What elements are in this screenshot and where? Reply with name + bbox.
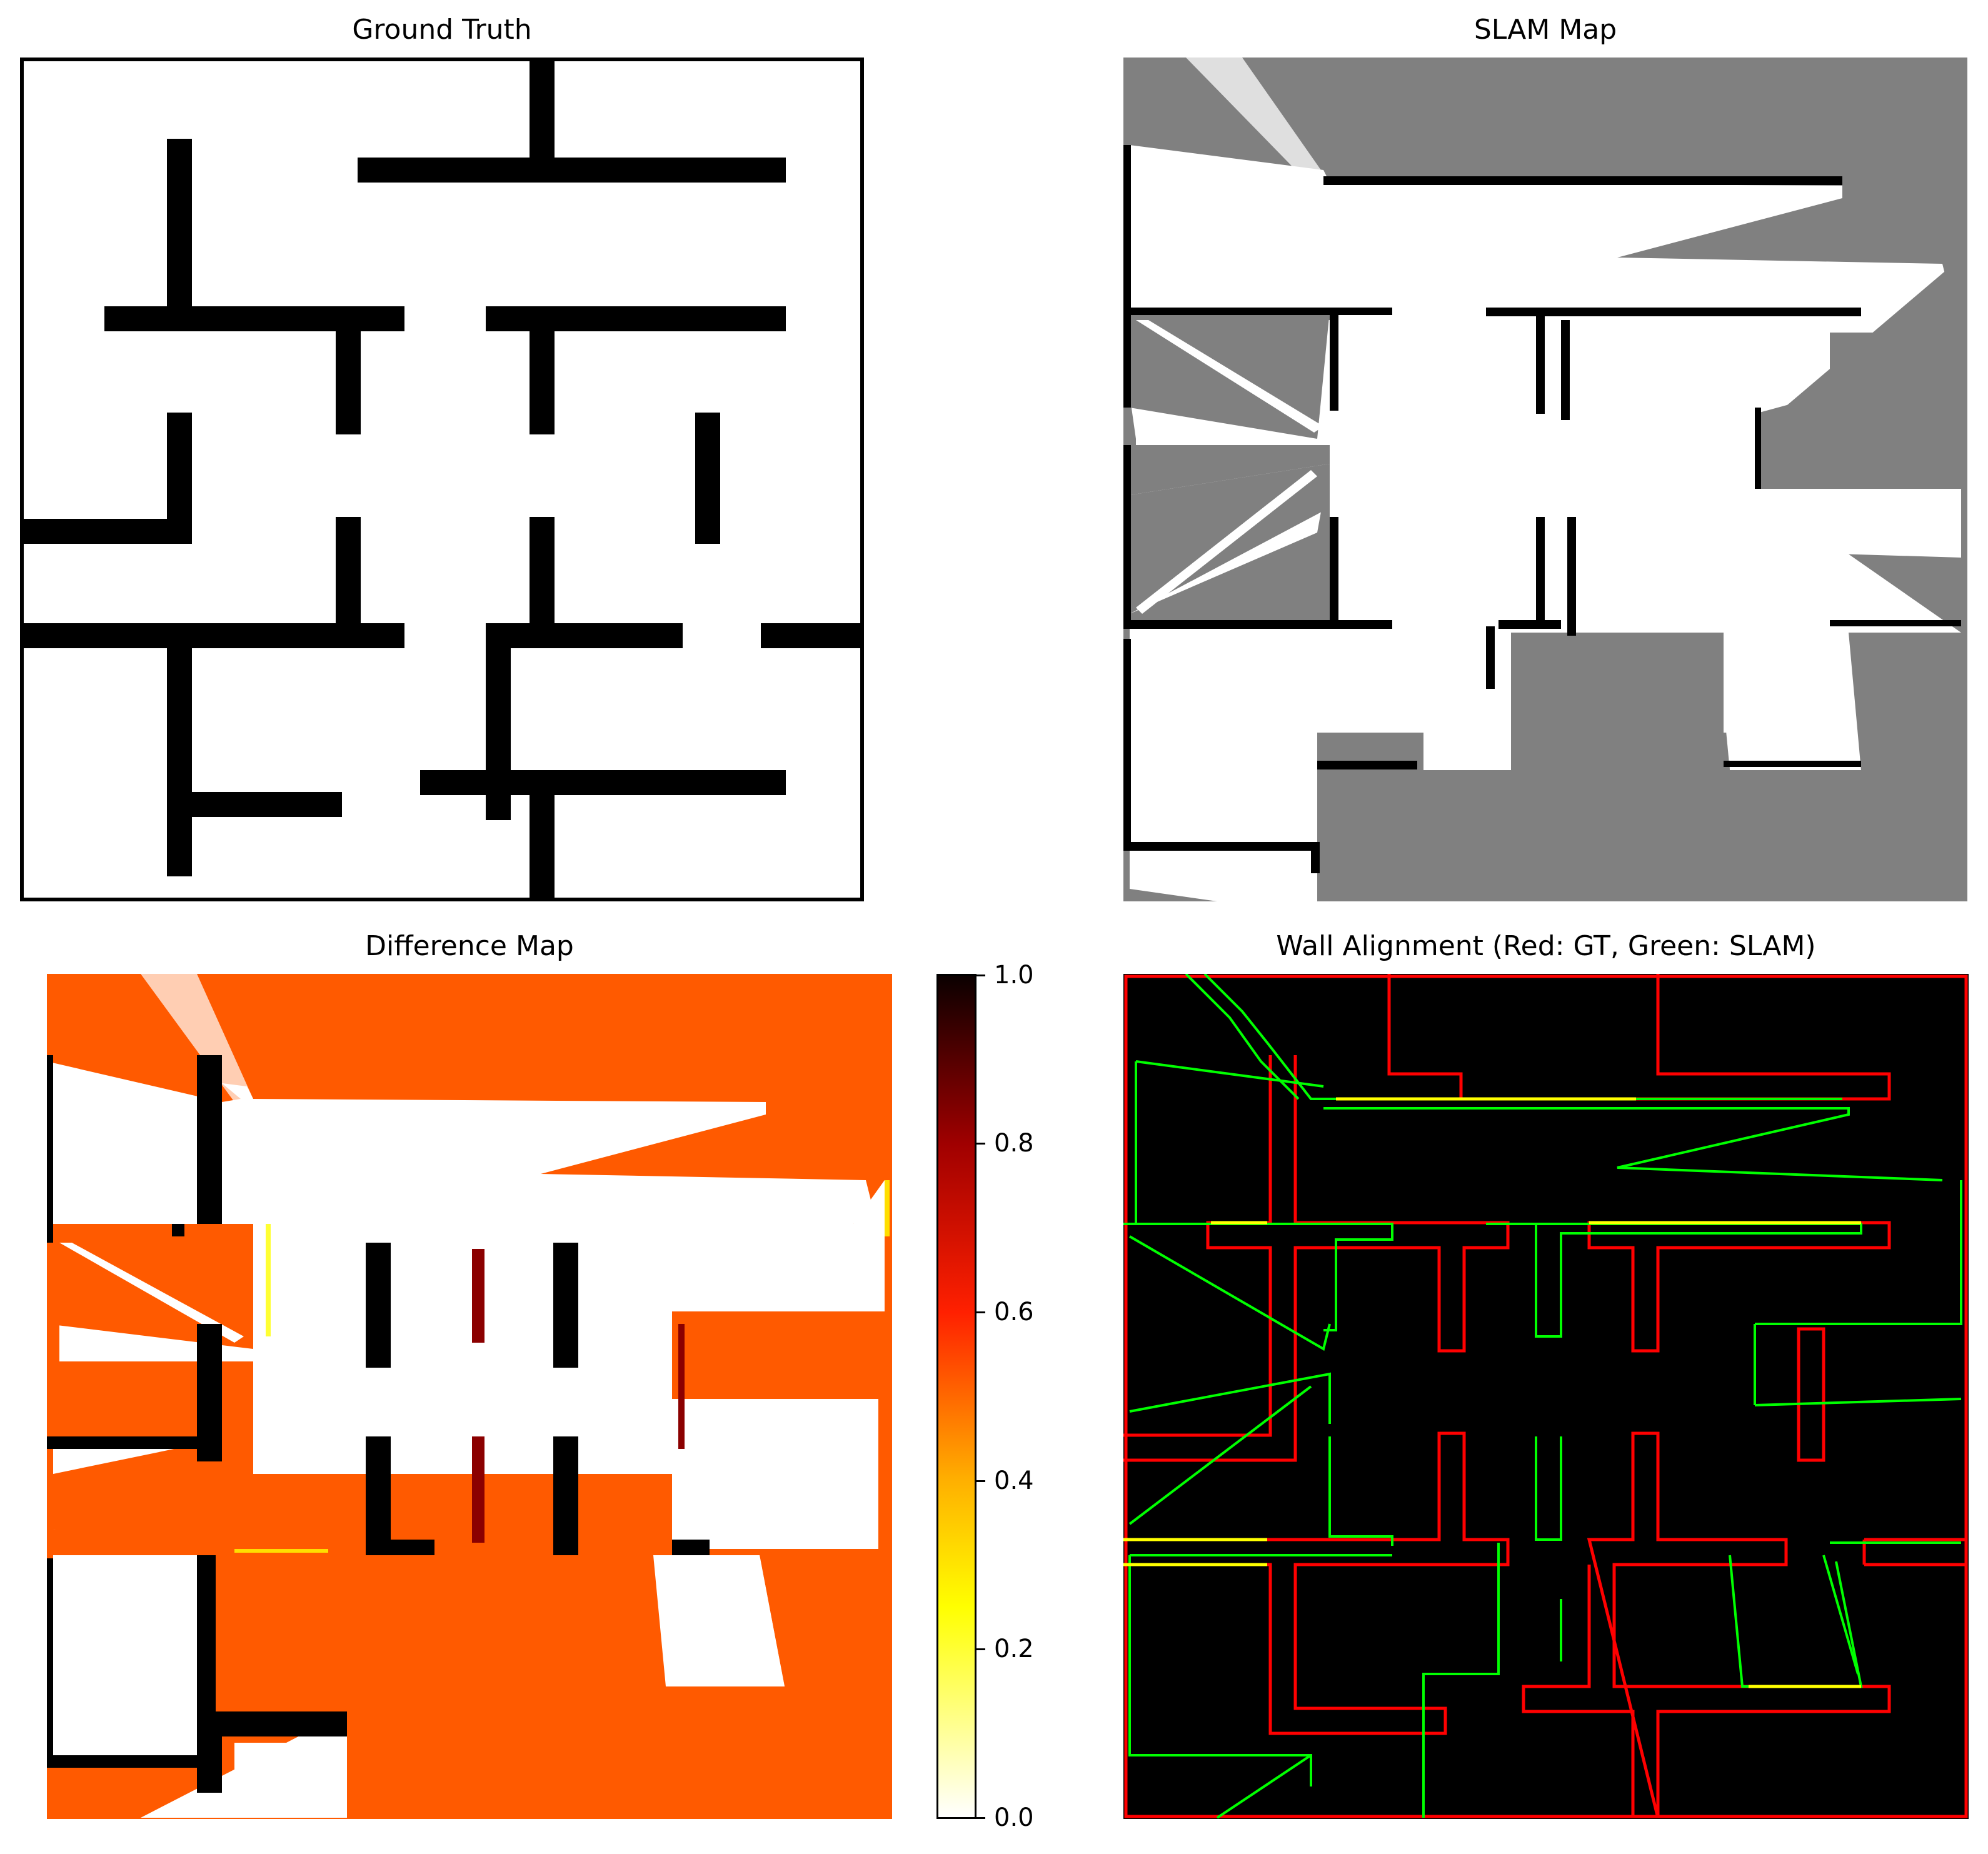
cbar-tick-label-2: 0.4 — [994, 1466, 1034, 1495]
colorbar-gradient — [938, 976, 975, 1817]
difference-map — [47, 974, 892, 1819]
colorbar — [936, 974, 976, 1819]
ground-truth-title: Ground Truth — [352, 14, 532, 46]
slam-map-title: SLAM Map — [1473, 14, 1617, 46]
cbar-tickmark-3 — [976, 1311, 985, 1313]
cbar-tick-label-1: 0.2 — [994, 1635, 1034, 1663]
cbar-tick-label-0: 0.0 — [994, 1803, 1034, 1832]
cbar-tickmark-2 — [976, 1480, 985, 1482]
wall-alignment-title: Wall Alignment (Red: GT, Green: SLAM) — [1276, 930, 1816, 962]
ground-truth-map — [20, 58, 864, 901]
wall-alignment-grid — [1123, 974, 1969, 1819]
cbar-tickmark-4 — [976, 1143, 985, 1145]
difference-map-title: Difference Map — [365, 930, 574, 962]
cbar-tickmark-1 — [976, 1648, 985, 1650]
cbar-tickmark-0 — [976, 1817, 985, 1819]
wall-alignment-map — [1123, 974, 1969, 1819]
slam-map-grid — [1123, 58, 1967, 901]
cbar-tick-label-3: 0.6 — [994, 1298, 1034, 1326]
ground-truth-grid — [20, 58, 864, 901]
cbar-tick-label-5: 1.0 — [994, 961, 1034, 990]
cbar-tick-label-4: 0.8 — [994, 1129, 1034, 1158]
slam-map — [1123, 58, 1967, 901]
difference-map-grid — [47, 974, 892, 1819]
cbar-tickmark-5 — [976, 975, 985, 976]
